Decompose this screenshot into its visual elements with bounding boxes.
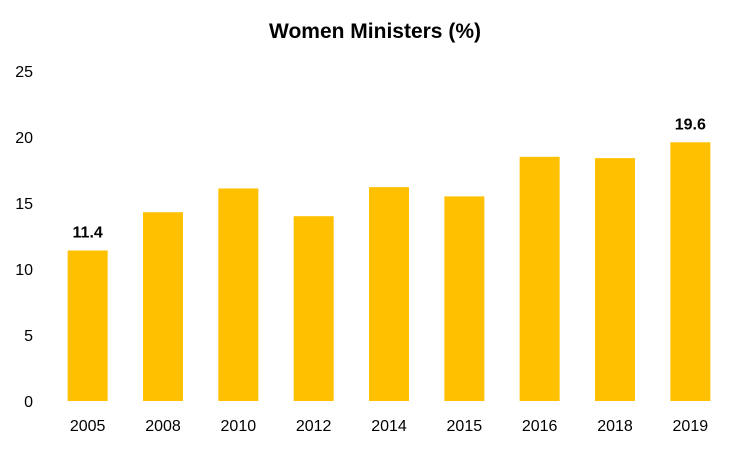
bar-2014 — [369, 187, 409, 401]
x-tick-label: 2019 — [673, 418, 709, 435]
x-axis-ticks: 2005 2008 2010 2012 2014 2015 2016 2018 2019 — [70, 418, 708, 435]
x-tick-label: 2016 — [522, 418, 558, 435]
y-tick-label: 10 — [15, 262, 33, 279]
bar-2012 — [293, 216, 334, 401]
x-tick-label: 2005 — [70, 418, 106, 435]
data-labels-group: 11.4 19.6 — [73, 116, 706, 241]
data-label-2019: 19.6 — [675, 116, 706, 133]
y-tick-label: 20 — [15, 130, 33, 147]
bar-2015 — [444, 196, 485, 401]
x-tick-label: 2008 — [145, 418, 181, 435]
chart-title: Women Ministers (%) — [269, 20, 481, 43]
bar-2019 — [670, 142, 711, 401]
y-tick-label: 5 — [24, 328, 33, 345]
bars-group — [67, 142, 711, 401]
bar-2018 — [595, 158, 635, 401]
x-tick-label: 2010 — [221, 418, 257, 435]
y-tick-label: 25 — [15, 64, 33, 81]
bar-2016 — [519, 156, 560, 401]
x-tick-label: 2018 — [597, 418, 633, 435]
bar-2010 — [218, 188, 259, 401]
bar-2008 — [143, 212, 183, 401]
x-tick-label: 2012 — [296, 418, 332, 435]
x-tick-label: 2015 — [447, 418, 483, 435]
data-label-2005: 11.4 — [73, 225, 103, 242]
y-tick-label: 0 — [24, 394, 33, 411]
y-tick-label: 15 — [15, 196, 33, 213]
x-tick-label: 2014 — [371, 418, 407, 435]
y-axis-ticks: 0 5 10 15 20 25 — [15, 64, 33, 411]
bar-2005 — [67, 250, 108, 401]
